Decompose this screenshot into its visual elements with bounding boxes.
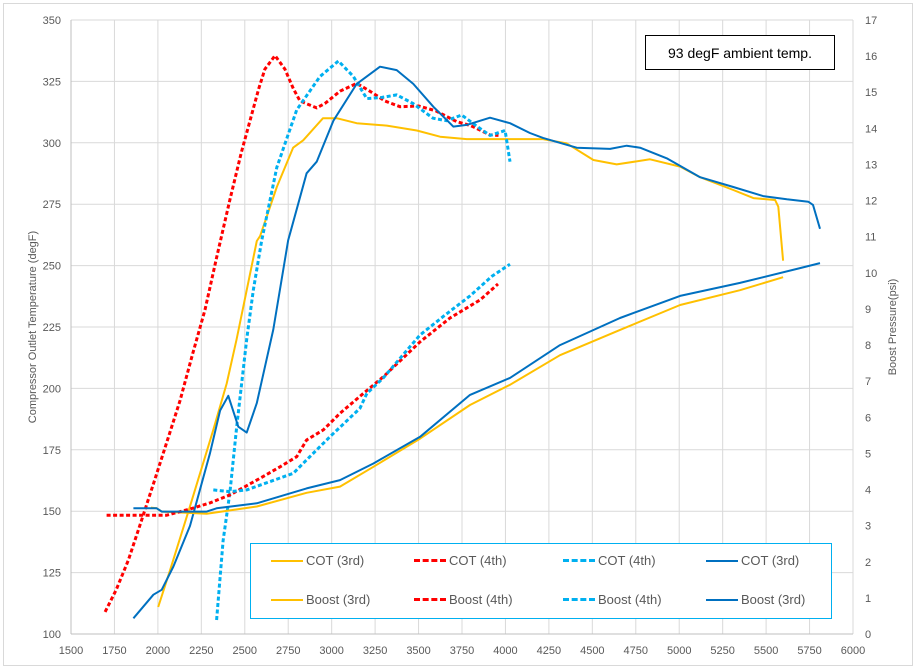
y2-tick-label: 12 bbox=[865, 196, 877, 208]
y2-tick-label: 9 bbox=[865, 304, 871, 316]
y2-tick-label: 5 bbox=[865, 448, 871, 460]
legend-swatch bbox=[414, 598, 446, 601]
legend-item: Boost (4th) bbox=[414, 592, 513, 607]
x-tick-label: 4250 bbox=[537, 645, 561, 657]
y-tick-label: 350 bbox=[43, 15, 61, 27]
legend-item: Boost (3rd) bbox=[271, 592, 370, 607]
legend-item: Boost (3rd) bbox=[706, 592, 805, 607]
x-tick-label: 1750 bbox=[102, 645, 126, 657]
legend-label: Boost (4th) bbox=[598, 592, 662, 607]
series-line-cot-4th-2 bbox=[215, 59, 512, 621]
series-line-boost-4th-6 bbox=[213, 262, 511, 494]
legend-item: Boost (4th) bbox=[563, 592, 662, 607]
x-tick-label: 2000 bbox=[146, 645, 170, 657]
y2-tick-label: 14 bbox=[865, 123, 877, 135]
x-tick-label: 5500 bbox=[754, 645, 778, 657]
y2-tick-label: 8 bbox=[865, 340, 871, 352]
y2-tick-label: 10 bbox=[865, 268, 877, 280]
x-tick-label: 4000 bbox=[493, 645, 517, 657]
legend-item: COT (4th) bbox=[563, 553, 656, 568]
legend-swatch bbox=[271, 559, 303, 562]
legend-swatch bbox=[271, 598, 303, 601]
series-line-boost-3rd-7 bbox=[133, 262, 821, 513]
y-tick-label: 100 bbox=[43, 629, 61, 641]
y2-tick-label: 0 bbox=[865, 629, 871, 641]
legend-swatch bbox=[414, 559, 446, 562]
ambient-temp-annotation: 93 degF ambient temp. bbox=[645, 35, 835, 70]
x-tick-label: 1500 bbox=[59, 645, 83, 657]
legend-label: COT (3rd) bbox=[306, 553, 365, 568]
y2-tick-label: 16 bbox=[865, 51, 877, 63]
legend-swatch bbox=[563, 598, 595, 601]
x-tick-label: 3750 bbox=[450, 645, 474, 657]
y-tick-label: 275 bbox=[43, 199, 61, 211]
legend-label: COT (4th) bbox=[598, 553, 656, 568]
x-tick-label: 6000 bbox=[841, 645, 865, 657]
chart-frame bbox=[3, 3, 913, 666]
y-tick-label: 175 bbox=[43, 445, 61, 457]
x-tick-label: 2500 bbox=[233, 645, 257, 657]
y2-axis-title: Boost Pressure(psi) bbox=[887, 279, 899, 376]
x-tick-label: 4500 bbox=[580, 645, 604, 657]
y2-tick-label: 17 bbox=[865, 15, 877, 27]
x-tick-label: 5000 bbox=[667, 645, 691, 657]
legend-swatch bbox=[706, 598, 738, 601]
y-tick-label: 300 bbox=[43, 138, 61, 150]
legend-swatch bbox=[563, 559, 595, 562]
x-tick-label: 3250 bbox=[363, 645, 387, 657]
series-line-cot-4th-1 bbox=[103, 54, 499, 613]
legend-item: COT (4th) bbox=[414, 553, 507, 568]
series-line-cot-3rd-3 bbox=[132, 65, 821, 619]
x-tick-label: 3500 bbox=[406, 645, 430, 657]
x-tick-label: 2750 bbox=[276, 645, 300, 657]
y-tick-label: 250 bbox=[43, 261, 61, 273]
legend-item: COT (3rd) bbox=[706, 553, 799, 568]
legend-label: Boost (3rd) bbox=[306, 592, 371, 607]
legend-label: COT (4th) bbox=[449, 553, 507, 568]
legend-label: Boost (3rd) bbox=[741, 592, 806, 607]
y2-tick-label: 13 bbox=[865, 159, 877, 171]
series-line-cot-3rd-0 bbox=[157, 117, 785, 608]
y-tick-label: 325 bbox=[43, 76, 61, 88]
legend-swatch bbox=[706, 559, 738, 562]
legend-label: Boost (4th) bbox=[449, 592, 513, 607]
legend-item: COT (3rd) bbox=[271, 553, 364, 568]
y2-tick-label: 15 bbox=[865, 87, 877, 99]
y2-tick-label: 4 bbox=[865, 485, 871, 497]
y2-tick-label: 7 bbox=[865, 376, 871, 388]
legend: COT (3rd) COT (4th) COT (4th) COT (3rd) Boos… bbox=[250, 543, 832, 619]
legend-label: COT (3rd) bbox=[741, 553, 800, 568]
series-line-boost-3rd-4 bbox=[150, 276, 784, 515]
y2-tick-label: 2 bbox=[865, 557, 871, 569]
y2-tick-label: 11 bbox=[865, 232, 876, 244]
y2-tick-label: 6 bbox=[865, 412, 871, 424]
y-tick-label: 200 bbox=[43, 383, 61, 395]
x-tick-label: 3000 bbox=[319, 645, 343, 657]
y-tick-label: 225 bbox=[43, 322, 61, 334]
series-line-boost-4th-5 bbox=[106, 282, 499, 517]
x-tick-label: 4750 bbox=[624, 645, 648, 657]
y-axis-title: Compressor Outlet Temperature (degF) bbox=[27, 231, 39, 423]
y-tick-label: 150 bbox=[43, 506, 61, 518]
x-tick-label: 2250 bbox=[189, 645, 213, 657]
y-tick-label: 125 bbox=[43, 568, 61, 580]
y2-tick-label: 3 bbox=[865, 521, 871, 533]
y2-tick-label: 1 bbox=[865, 593, 871, 605]
x-tick-label: 5250 bbox=[710, 645, 734, 657]
x-tick-label: 5750 bbox=[797, 645, 821, 657]
